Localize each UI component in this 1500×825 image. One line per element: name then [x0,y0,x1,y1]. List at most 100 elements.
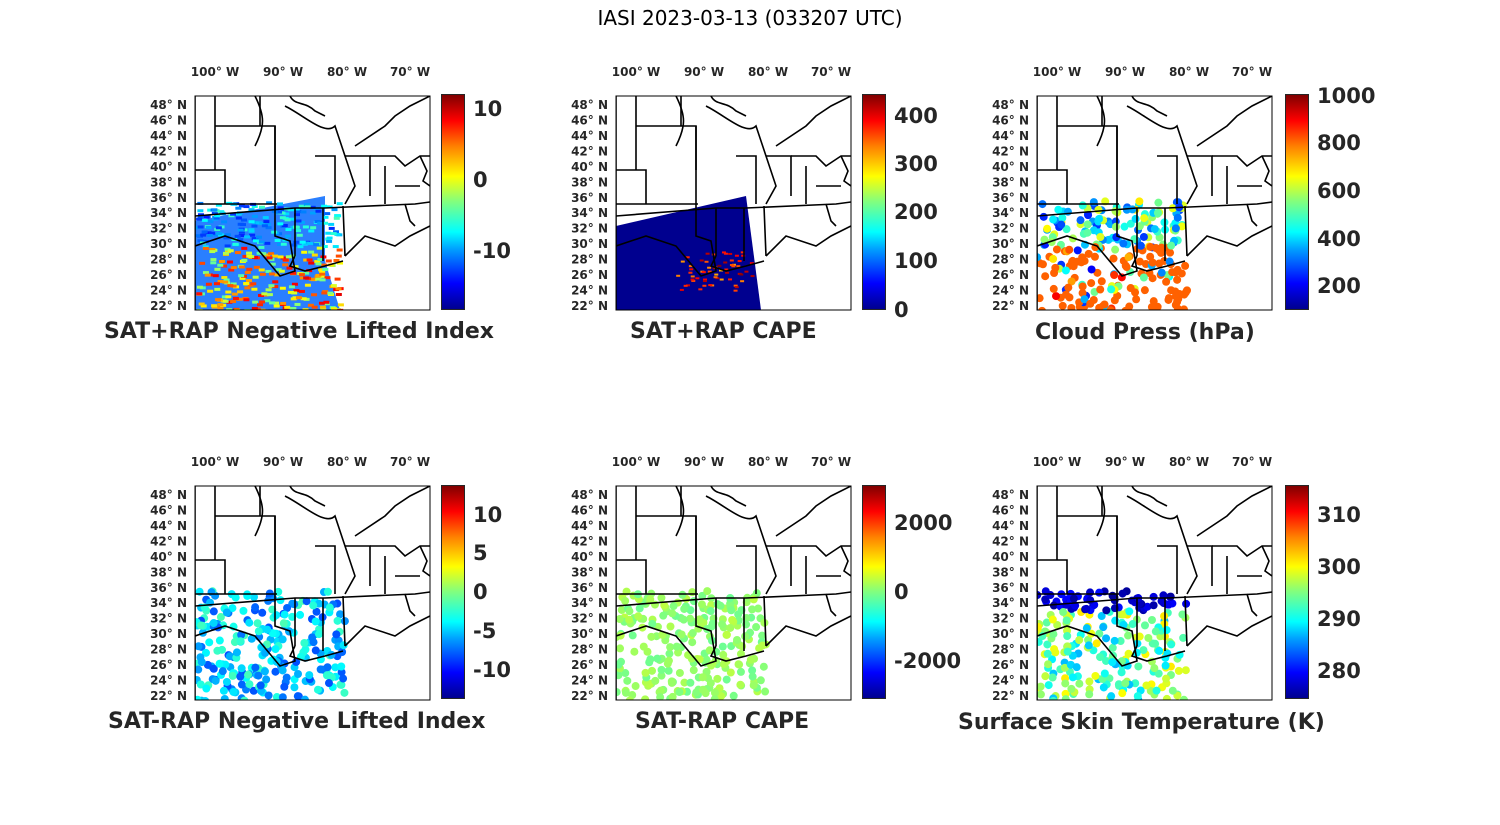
data-pixel [214,214,221,218]
border-line [805,166,841,204]
data-point [664,666,673,675]
data-pixel [221,295,228,299]
data-point [1155,646,1164,655]
lon-label: 70° W [811,455,851,469]
border-line [1056,96,1118,170]
data-pixel [304,205,311,209]
lon-label: 80° W [327,65,367,79]
data-pixel [690,278,695,281]
data-point [1084,211,1093,220]
data-pixel [215,203,222,207]
data-pixel [277,206,284,210]
data-pixel [318,301,325,305]
data-point [290,683,299,692]
data-point [218,667,227,676]
data-pixel [209,231,216,235]
lat-label: 22° N [992,299,1029,313]
data-point [1144,633,1153,642]
data-pixel [268,284,275,288]
data-point [1119,610,1128,619]
data-pixel [283,212,290,216]
data-pixel [302,225,309,229]
data-pixel [319,305,326,309]
data-pixel [234,234,241,238]
data-point [669,602,678,611]
data-point [735,660,744,669]
data-pixel [734,286,739,289]
data-pixel [251,214,258,218]
data-point [1096,653,1105,662]
border-line [616,201,851,217]
data-point [195,665,203,674]
data-pixel [197,239,204,243]
data-point [202,684,211,693]
lat-label: 40° N [571,550,608,564]
data-pixel [698,288,703,291]
border-line [1130,645,1186,662]
data-pixel [689,268,694,271]
data-point [332,630,341,639]
data-pixel [236,297,243,301]
border-line [1130,255,1186,272]
data-pixel [281,223,288,227]
data-point [686,678,695,687]
lon-label: 70° W [390,65,430,79]
data-point [675,688,684,697]
lat-label: 34° N [150,596,187,610]
lat-label: 46° N [150,113,187,127]
colorbar-tick: 290 [1317,607,1361,631]
data-point [300,695,309,700]
data-point [216,613,225,622]
data-point [228,671,237,680]
data-point [231,593,240,602]
data-pixel [235,206,242,210]
lon-label: 70° W [811,65,851,79]
data-point [1173,265,1182,274]
data-point [625,607,634,616]
data-point [1039,212,1048,221]
data-pixel [322,221,329,225]
panel-sat-rap-minus-lifted-index: 100° W 90° W 80° W 70° W 48° N 46° N 44° N 42° … [108,450,535,750]
border-line [680,96,698,205]
data-point [641,695,650,700]
data-pixel [259,221,266,225]
border-line [254,486,356,595]
data-point [1117,668,1126,677]
data-pixel [266,293,273,297]
data-pixel [230,300,237,304]
data-point [736,680,745,689]
border-line [404,203,416,227]
lat-label: 40° N [571,160,608,174]
data-pixel [325,231,332,235]
data-pixel [699,259,704,262]
data-point [689,666,698,675]
data-point [1171,301,1180,310]
lat-label: 24° N [150,674,187,688]
data-point [229,687,238,696]
lat-label: 22° N [571,689,608,703]
data-point [1160,612,1169,621]
lat-label: 22° N [150,689,187,703]
data-point [651,676,660,685]
data-point [1177,222,1186,231]
data-point [1161,661,1170,670]
data-point [1062,225,1071,234]
data-pixel [238,274,245,278]
data-point [1147,303,1156,310]
lon-label: 80° W [1169,455,1209,469]
data-point [1069,594,1078,603]
data-pixel [318,268,325,272]
data-point [264,691,273,700]
data-point [1152,686,1161,695]
border-line [825,593,837,617]
data-pixel [725,271,730,274]
lat-label: 42° N [992,534,1029,548]
data-point [271,645,280,654]
data-pixel [230,266,237,270]
data-pixel [307,303,314,307]
panel-title: SAT-RAP CAPE [635,709,810,734]
lon-label: 90° W [263,455,303,469]
data-point [1043,649,1052,658]
border-line [709,255,765,272]
data-pixel [201,218,208,222]
